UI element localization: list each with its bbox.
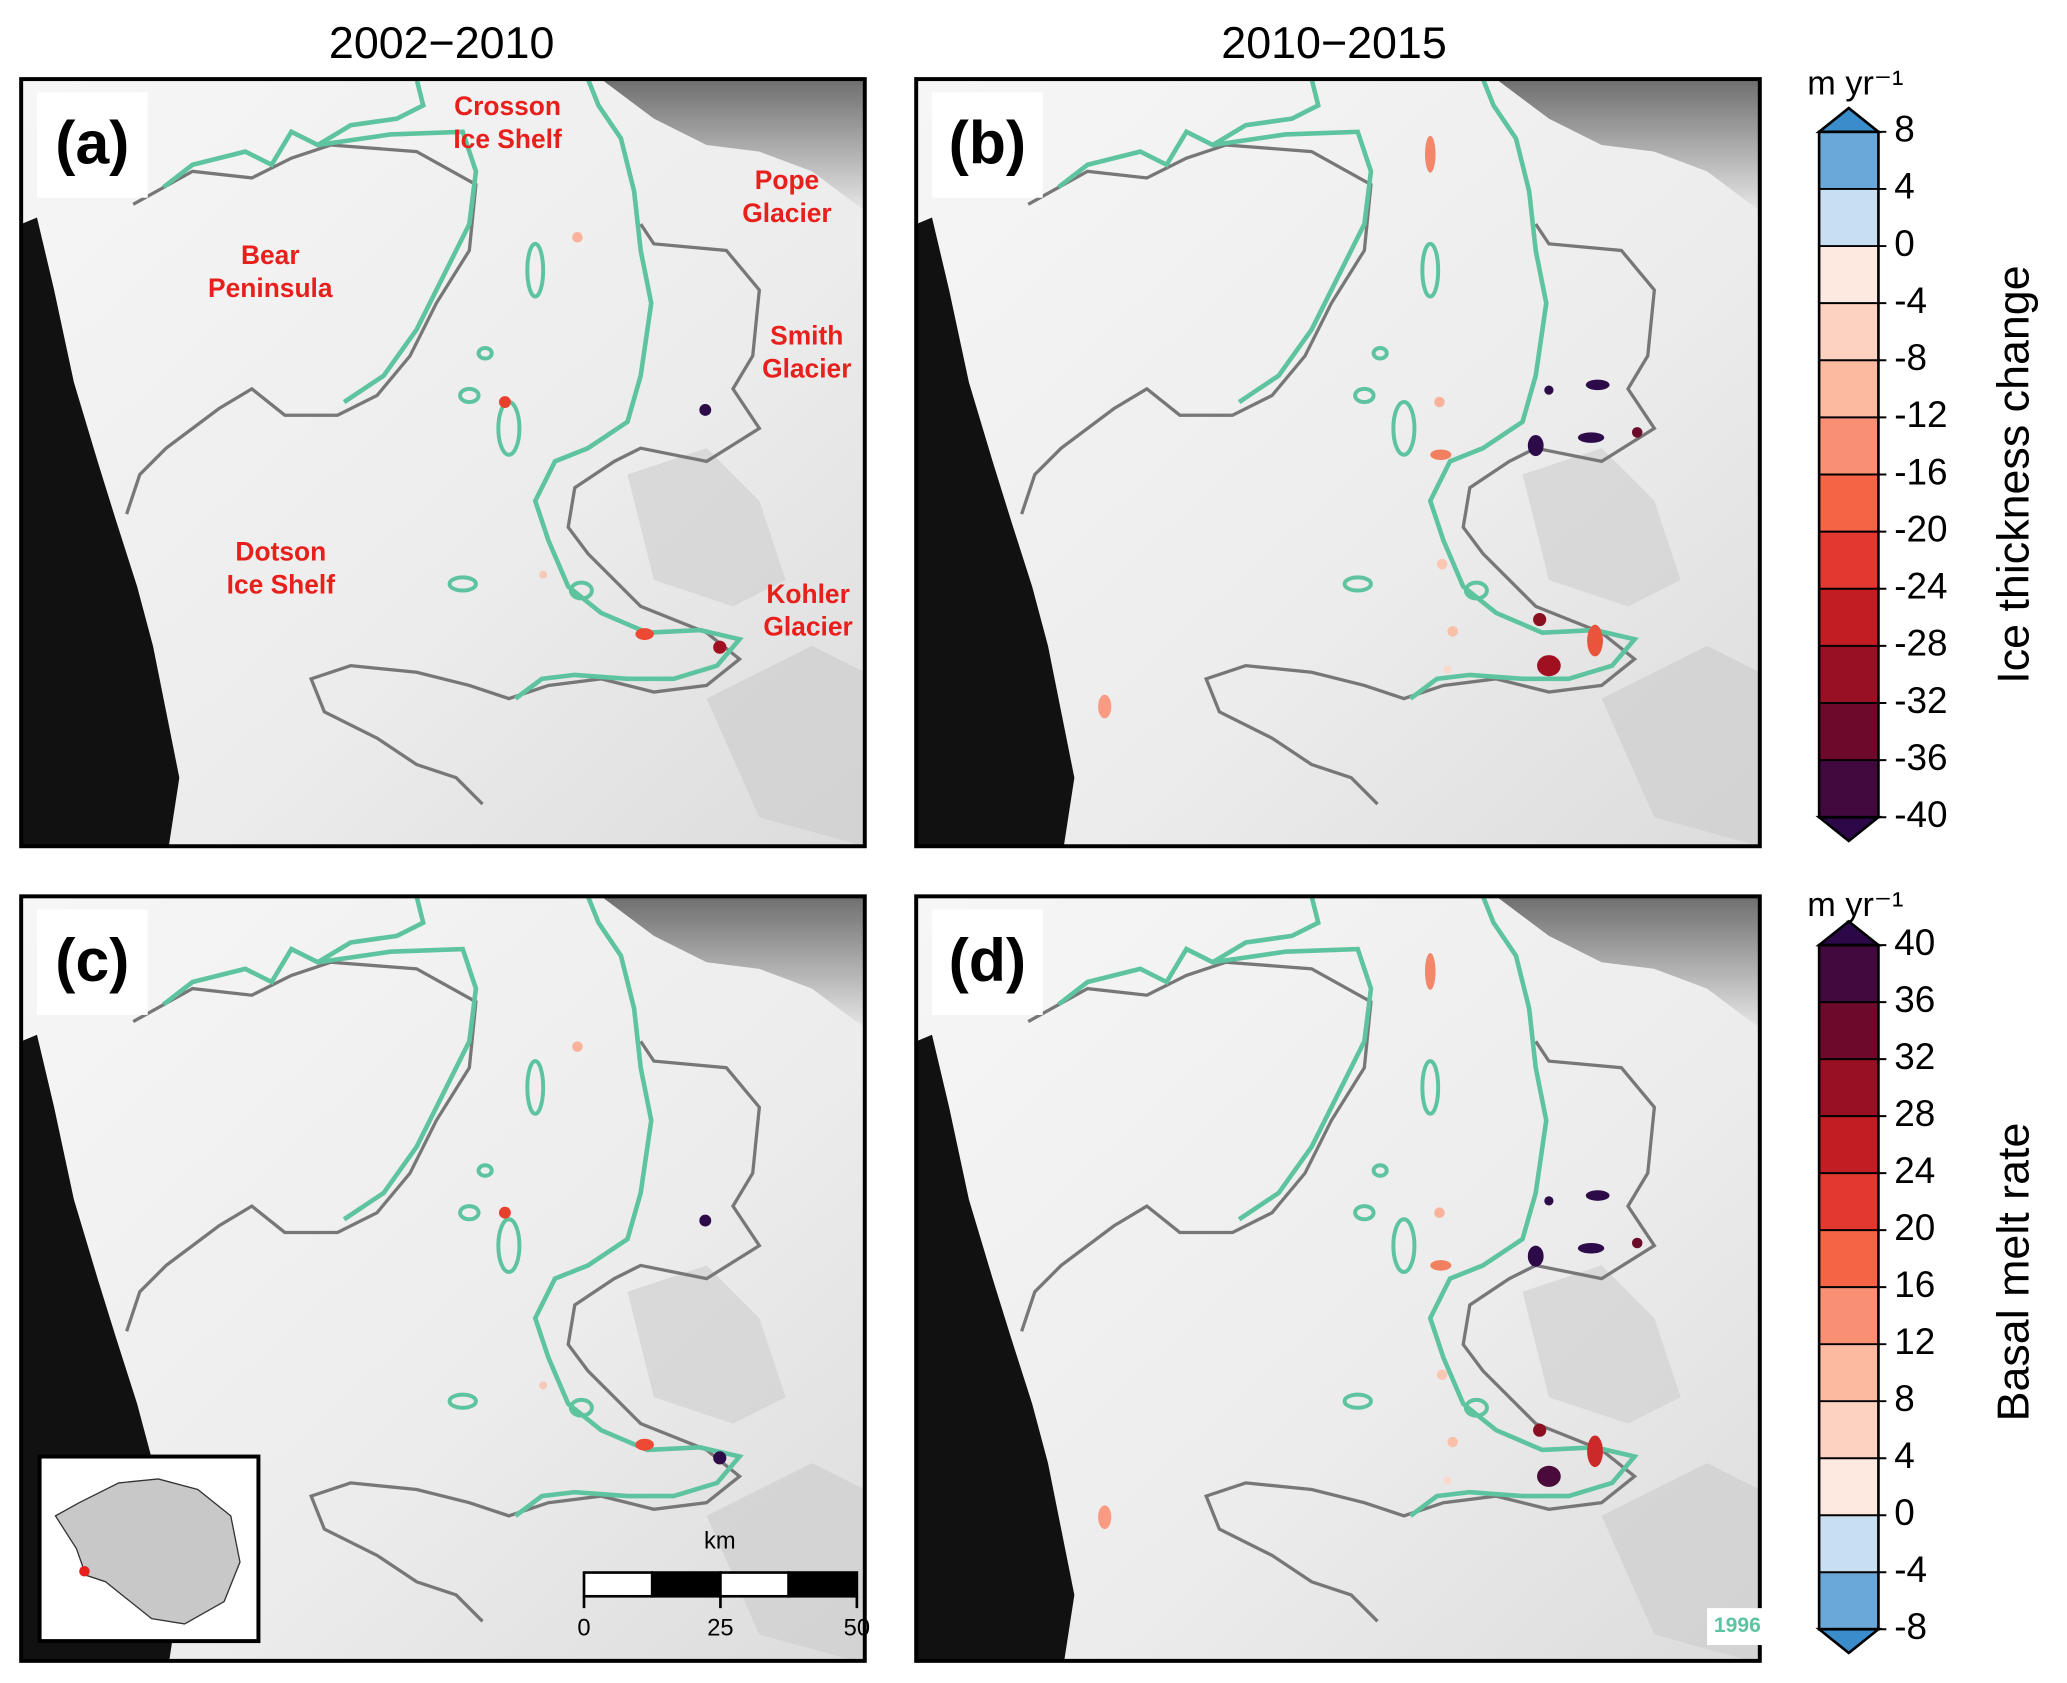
place-label: Glacier (742, 198, 831, 228)
colorbar-arrow (1815, 815, 1883, 843)
colorbar-tick-label: 20 (1894, 1207, 1935, 1248)
colorbar-tick-label: 12 (1894, 1321, 1935, 1362)
colorbar-band (1819, 1515, 1879, 1573)
colorbar-band (1819, 645, 1879, 704)
dots (1098, 135, 1643, 719)
colorbar-tick-label: 0 (1894, 223, 1915, 264)
colorbar-tick-label: 8 (1894, 1378, 1915, 1419)
place-label: Glacier (762, 353, 851, 383)
colorbar-tick-label: 4 (1894, 166, 1915, 207)
colorbar-band (1819, 588, 1879, 646)
panel-label: (d) (949, 926, 1026, 994)
colorbar-tick-label: -16 (1894, 451, 1947, 492)
panel: (a) (19, 77, 867, 849)
colorbar-band (1819, 360, 1879, 418)
colorbar-tick-label: 36 (1894, 979, 1935, 1020)
colorbar-tick-label: 24 (1894, 1150, 1935, 1191)
colorbar-tick-label: 8 (1894, 109, 1915, 150)
scale-unit: km (704, 1528, 736, 1554)
colorbar-band (1819, 1401, 1879, 1459)
colorbar-band (1819, 1287, 1879, 1345)
colorbar-band (1819, 303, 1879, 361)
colorbar-band (1819, 531, 1879, 589)
colorbar-unit: m yr⁻¹ (1807, 65, 1903, 103)
colorbar-band (1819, 1458, 1879, 1516)
colorbar-band (1819, 1059, 1879, 1117)
colorbar-band (1819, 1344, 1879, 1402)
colorbar-band (1819, 474, 1879, 532)
colorbar-arrow (1815, 1627, 1883, 1655)
colorbar-band (1819, 1173, 1879, 1231)
colorbar-tick-label: -24 (1894, 566, 1947, 607)
year-label: 1996 (1714, 1614, 1761, 1637)
colorbar-tick-label: -20 (1894, 508, 1947, 549)
colorbar-tick-label: 32 (1894, 1036, 1935, 1077)
colorbar-tick-label: -8 (1894, 337, 1927, 378)
colorbar-arrow (1815, 106, 1883, 134)
colorbar-band (1819, 246, 1879, 304)
panel-label: (a) (55, 109, 129, 177)
place-label: Dotson (235, 537, 326, 567)
place-label: Ice Shelf (227, 570, 336, 600)
place-label: Glacier (763, 612, 852, 642)
place-label: Kohler (766, 579, 849, 609)
place-label: Ice Shelf (453, 124, 562, 154)
panel-label: (b) (949, 109, 1026, 177)
colorbar-tick-label: -28 (1894, 623, 1947, 664)
colorbar-tick-label: 0 (1894, 1492, 1915, 1533)
colorbar-tick-label: -36 (1894, 737, 1947, 778)
colorbar-label: Ice thickness change (1989, 265, 2039, 683)
scale-bar: km 0 25 50 (577, 1528, 870, 1641)
colorbar-frame (1817, 943, 1880, 1631)
inset-map (37, 1454, 261, 1644)
colorbar-band (1819, 1002, 1879, 1060)
colorbar-frame (1817, 130, 1880, 819)
scale-tick-label: 0 (577, 1615, 590, 1641)
panel: (b) (914, 77, 1762, 849)
place-label: Crosson (454, 91, 561, 121)
place-label: Peninsula (208, 273, 333, 303)
place-label: Pope (755, 165, 819, 195)
panel: (d) 1996 (914, 894, 1767, 1663)
colorbars: 840-4-8-12-16-20-24-28-32-36-40m yr⁻¹Ice… (1807, 65, 2039, 1655)
colorbar-tick-label: -40 (1894, 794, 1947, 835)
colorbar-tick-label: -4 (1894, 1549, 1927, 1590)
column-title: 2002−2010 (329, 18, 554, 68)
colorbar-band (1819, 703, 1879, 761)
dots (1098, 953, 1643, 1530)
colorbar-band (1819, 131, 1879, 189)
colorbar-label: Basal melt rate (1989, 1123, 2039, 1422)
colorbar-band (1819, 945, 1879, 1003)
dots (498, 1041, 727, 1465)
colorbar-tick-label: 4 (1894, 1435, 1915, 1476)
colorbar-tick-label: -8 (1894, 1606, 1927, 1647)
panel-label: (c) (55, 926, 129, 994)
colorbar-tick-label: -32 (1894, 680, 1947, 721)
colorbar-tick-label: 40 (1894, 922, 1935, 963)
colorbar-band (1819, 1230, 1879, 1288)
colorbar-arrow (1815, 919, 1883, 947)
place-label: Bear (241, 240, 300, 270)
colorbar-tick-label: -12 (1894, 394, 1947, 435)
colorbar-band (1819, 760, 1879, 818)
colorbar-tick-label: 16 (1894, 1264, 1935, 1305)
scale-tick-label: 50 (844, 1615, 870, 1641)
colorbar-band (1819, 1116, 1879, 1174)
scale-tick-label: 25 (707, 1615, 733, 1641)
colorbar-unit: m yr⁻¹ (1807, 886, 1903, 924)
colorbar-tick-label: 28 (1894, 1093, 1935, 1134)
colorbar-tick-label: -4 (1894, 280, 1927, 321)
place-label: Smith (770, 320, 843, 350)
column-title: 2010−2015 (1221, 18, 1446, 68)
dots (498, 231, 727, 654)
colorbar-band (1819, 188, 1879, 247)
panel: (c) km 0 25 50 (19, 894, 870, 1663)
colorbar-band (1819, 1572, 1879, 1630)
colorbar-band (1819, 417, 1879, 475)
